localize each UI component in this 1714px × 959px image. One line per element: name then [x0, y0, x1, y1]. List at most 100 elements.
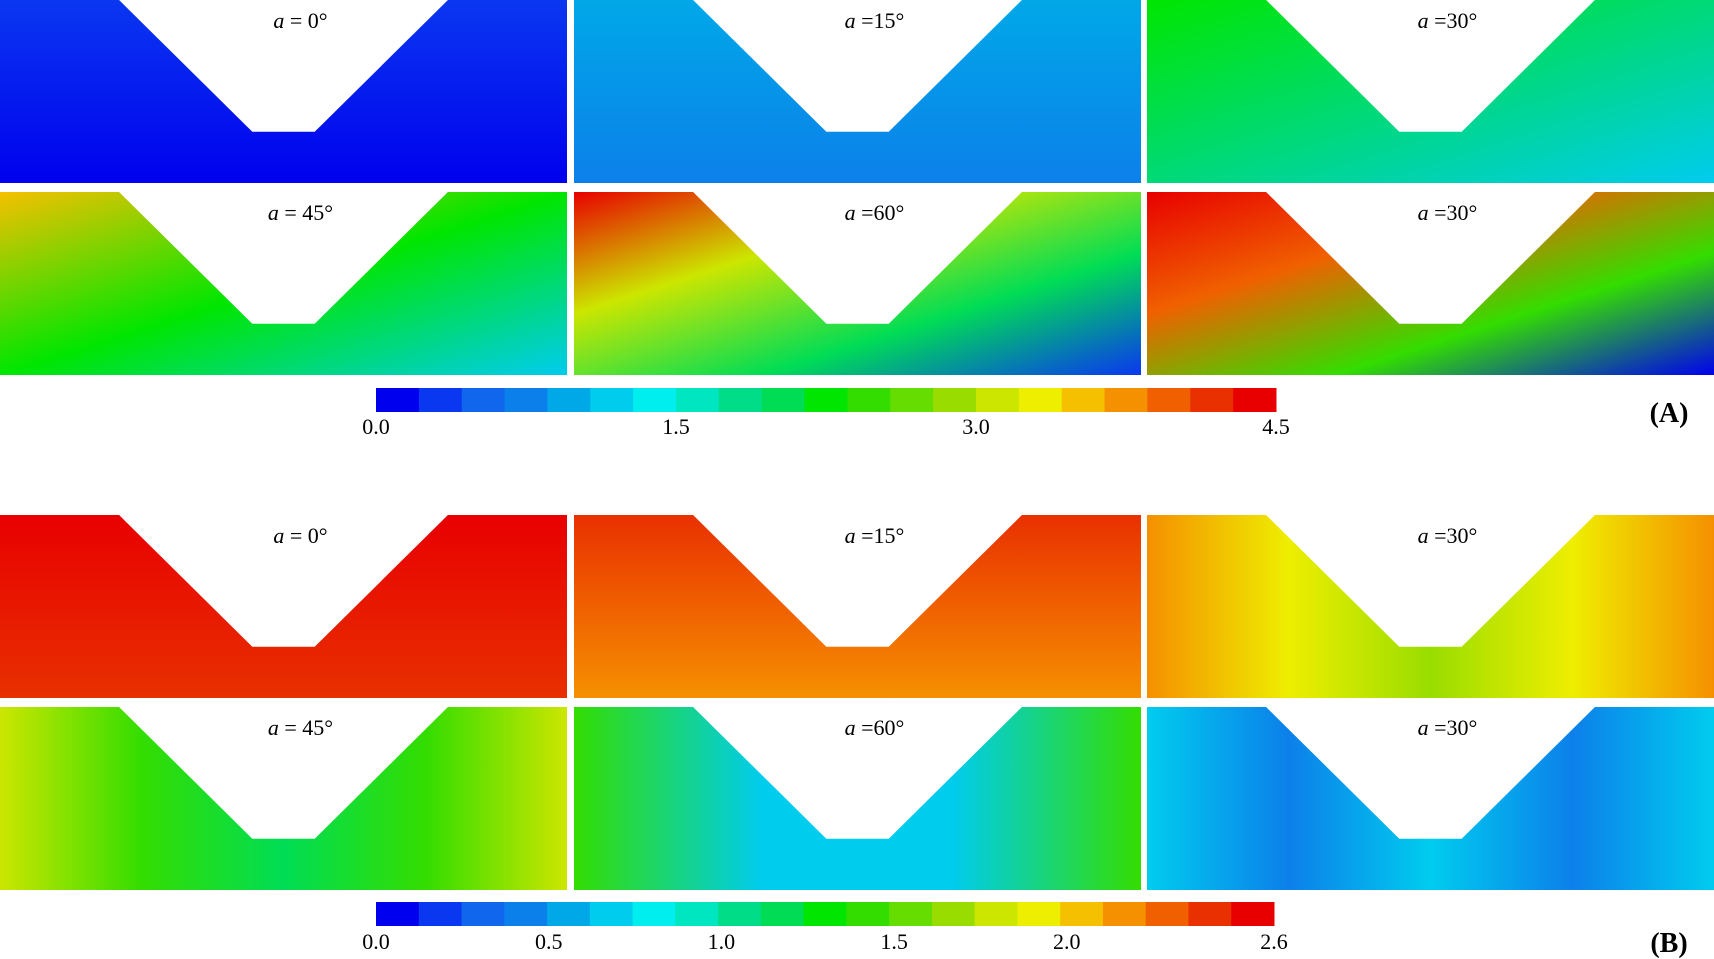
contour-cell-a-3: a =30°: [1147, 0, 1714, 183]
colorbar-segment: [1102, 902, 1147, 926]
colorbar-segment: [376, 902, 420, 926]
contour-cell-a-6: a =30°: [1147, 192, 1714, 375]
contour-field: [574, 515, 1141, 698]
angle-var: a: [1418, 523, 1429, 548]
angle-value: =30°: [1429, 200, 1478, 225]
colorbar-segment: [1017, 902, 1061, 926]
colorbar-segment: [846, 902, 890, 926]
colorbar-a: 0.0 1.5 3.0 4.5: [362, 388, 1290, 439]
colorbar-tick-label: 1.0: [708, 929, 736, 954]
colorbar-segment: [889, 902, 933, 926]
colorbar-segment: [418, 902, 463, 926]
colorbar-segment: [761, 388, 806, 412]
contour-field: [1147, 515, 1714, 698]
contour-cell-a-4: a = 45°: [0, 192, 567, 375]
colorbar-segment: [718, 388, 763, 412]
contour-field: [1147, 707, 1714, 890]
angle-var: a: [845, 8, 856, 33]
colorbar-segment: [1061, 388, 1106, 412]
colorbar-segment: [1060, 902, 1104, 926]
colorbar-segment: [504, 388, 548, 412]
angle-value: =30°: [1429, 715, 1478, 740]
colorbar-segment: [461, 902, 505, 926]
colorbar-segment: [933, 388, 977, 412]
angle-value: = 45°: [279, 200, 333, 225]
colorbar-segment: [1190, 388, 1234, 412]
angle-value: =15°: [856, 8, 905, 33]
colorbar-segment: [931, 902, 976, 926]
contour-field: [0, 515, 567, 698]
angle-var: a: [1418, 8, 1429, 33]
colorbar-segment: [1104, 388, 1148, 412]
colorbar-segment: [1231, 902, 1275, 926]
colorbar-segment: [504, 902, 548, 926]
angle-value: = 0°: [284, 8, 327, 33]
contour-cell-a-5: a =60°: [574, 192, 1141, 375]
angle-var: a: [268, 200, 279, 225]
colorbar-tick-label: 0.5: [535, 929, 563, 954]
angle-value: = 0°: [284, 523, 327, 548]
colorbar-segment: [676, 388, 720, 412]
colorbar-segment: [376, 388, 420, 412]
colorbar-b: 0.0 0.5 1.0 1.5 2.0 2.6: [362, 902, 1288, 954]
colorbar-segment: [547, 902, 591, 926]
colorbar-tick-label: 3.0: [962, 414, 990, 439]
angle-value: =30°: [1429, 8, 1478, 33]
colorbar-segment: [547, 388, 591, 412]
angle-var: a: [273, 8, 284, 33]
colorbar-tick-label: 1.5: [662, 414, 690, 439]
angle-var: a: [1418, 200, 1429, 225]
colorbar-tick-label: 2.6: [1260, 929, 1288, 954]
contour-cell-a-2: a =15°: [574, 0, 1141, 183]
angle-label: a = 45°: [268, 200, 333, 225]
colorbar-tick-label: 2.0: [1053, 929, 1081, 954]
angle-var: a: [845, 200, 856, 225]
panels-layer: a = 0° a =15° a =30°a = 45° a =60° a =30°a =…: [0, 0, 1714, 890]
contour-cell-a-1: a = 0°: [0, 0, 567, 183]
angle-var: a: [268, 715, 279, 740]
colorbar-segment: [890, 388, 934, 412]
angle-var: a: [273, 523, 284, 548]
contour-cell-b-3: a =30°: [1147, 515, 1714, 698]
contour-cell-b-1: a = 0°: [0, 515, 567, 698]
part-label-a: (A): [1650, 398, 1689, 429]
angle-label: a = 45°: [268, 715, 333, 740]
labels-layer: (A) (B): [1650, 398, 1689, 959]
angle-value: = 45°: [279, 715, 333, 740]
colorbar-segment: [461, 388, 506, 412]
angle-var: a: [845, 523, 856, 548]
colorbar-segment: [675, 902, 719, 926]
colorbar-segment: [974, 902, 1018, 926]
angle-value: =30°: [1429, 523, 1478, 548]
angle-label: a =60°: [845, 200, 905, 225]
colorbar-segment: [633, 388, 677, 412]
colorbar-segment: [590, 388, 634, 412]
colorbar-segment: [847, 388, 891, 412]
contour-cell-b-6: a =30°: [1147, 707, 1714, 890]
colorbar-segment: [589, 902, 634, 926]
angle-label: a =15°: [845, 8, 905, 33]
angle-value: =60°: [856, 715, 905, 740]
angle-value: =60°: [856, 200, 905, 225]
angle-label: a =30°: [1418, 200, 1478, 225]
colorbar-segment: [632, 902, 676, 926]
contour-field: [0, 707, 567, 890]
colorbar-tick-label: 1.5: [880, 929, 908, 954]
colorbar-segment: [1145, 902, 1189, 926]
colorbar-segment: [718, 902, 762, 926]
angle-label: a = 0°: [273, 8, 327, 33]
contour-field: [574, 707, 1141, 890]
colorbar-segment: [976, 388, 1020, 412]
angle-label: a =30°: [1418, 523, 1478, 548]
colorbar-segment: [804, 388, 848, 412]
contour-cell-b-4: a = 45°: [0, 707, 567, 890]
colorbars-layer: 0.0 1.5 3.0 4.5 0.0 0.5 1.0 1.5 2.0 2.6: [362, 388, 1290, 954]
contour-cell-b-2: a =15°: [574, 515, 1141, 698]
colorbar-tick-label: 4.5: [1262, 414, 1290, 439]
contour-field: [1147, 192, 1714, 375]
angle-label: a =30°: [1418, 8, 1478, 33]
angle-label: a =15°: [845, 523, 905, 548]
angle-var: a: [1418, 715, 1429, 740]
colorbar-segment: [1018, 388, 1063, 412]
